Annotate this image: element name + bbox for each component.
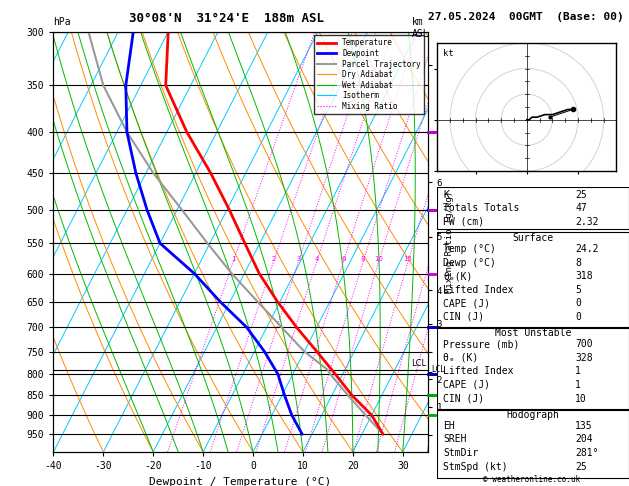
Text: PW (cm): PW (cm) — [443, 217, 484, 226]
Text: 0: 0 — [576, 312, 581, 322]
Text: 3: 3 — [296, 256, 301, 262]
Text: 318: 318 — [576, 271, 593, 281]
Text: Hodograph: Hodograph — [506, 410, 560, 420]
Text: km: km — [412, 17, 424, 27]
Text: Lifted Index: Lifted Index — [443, 285, 513, 295]
Text: CAPE (J): CAPE (J) — [443, 380, 490, 390]
Text: LCL: LCL — [411, 360, 426, 368]
Text: 6: 6 — [341, 256, 346, 262]
Text: 25: 25 — [576, 462, 587, 471]
Text: LCL: LCL — [431, 365, 445, 374]
Text: Dewp (°C): Dewp (°C) — [443, 258, 496, 268]
Text: Pressure (mb): Pressure (mb) — [443, 339, 520, 349]
Text: 328: 328 — [576, 353, 593, 363]
Text: K: K — [443, 190, 448, 199]
Text: 0: 0 — [576, 298, 581, 308]
Text: Most Unstable: Most Unstable — [495, 329, 571, 338]
Bar — [437, 187, 629, 229]
Text: 15: 15 — [404, 256, 413, 262]
Text: 27.05.2024  00GMT  (Base: 00): 27.05.2024 00GMT (Base: 00) — [428, 12, 623, 22]
Text: Totals Totals: Totals Totals — [443, 203, 520, 213]
Text: 135: 135 — [576, 421, 593, 431]
Text: ASL: ASL — [412, 29, 430, 39]
Text: 1: 1 — [576, 380, 581, 390]
Text: © weatheronline.co.uk: © weatheronline.co.uk — [483, 474, 580, 484]
Bar — [437, 409, 629, 478]
Text: 24.2: 24.2 — [576, 244, 599, 254]
X-axis label: Dewpoint / Temperature (°C): Dewpoint / Temperature (°C) — [150, 477, 331, 486]
Text: StmSpd (kt): StmSpd (kt) — [443, 462, 508, 471]
Text: 10: 10 — [374, 256, 383, 262]
Text: Temp (°C): Temp (°C) — [443, 244, 496, 254]
Text: EH: EH — [443, 421, 455, 431]
Text: 281°: 281° — [576, 448, 599, 458]
Text: 30°08'N  31°24'E  188m ASL: 30°08'N 31°24'E 188m ASL — [129, 12, 324, 25]
Text: 2.32: 2.32 — [576, 217, 599, 226]
Text: 8: 8 — [361, 256, 365, 262]
Text: 204: 204 — [576, 434, 593, 445]
Text: 25: 25 — [576, 190, 587, 199]
Text: 5: 5 — [576, 285, 581, 295]
Text: hPa: hPa — [53, 17, 71, 27]
Text: CIN (J): CIN (J) — [443, 312, 484, 322]
Text: 2: 2 — [271, 256, 276, 262]
Legend: Temperature, Dewpoint, Parcel Trajectory, Dry Adiabat, Wet Adiabat, Isotherm, Mi: Temperature, Dewpoint, Parcel Trajectory… — [314, 35, 424, 114]
Text: Surface: Surface — [513, 233, 554, 243]
Text: 47: 47 — [576, 203, 587, 213]
Text: 10: 10 — [576, 394, 587, 403]
Text: θₑ (K): θₑ (K) — [443, 353, 478, 363]
Y-axis label: Mixing Ratio (g/kg): Mixing Ratio (g/kg) — [445, 191, 454, 293]
Text: θₑ(K): θₑ(K) — [443, 271, 472, 281]
Text: Lifted Index: Lifted Index — [443, 366, 513, 376]
Text: SREH: SREH — [443, 434, 467, 445]
Bar — [437, 232, 629, 329]
Text: 8: 8 — [576, 258, 581, 268]
Text: CIN (J): CIN (J) — [443, 394, 484, 403]
Bar — [437, 327, 629, 410]
Text: 700: 700 — [576, 339, 593, 349]
Text: StmDir: StmDir — [443, 448, 478, 458]
Text: kt: kt — [443, 49, 454, 58]
Text: CAPE (J): CAPE (J) — [443, 298, 490, 308]
Text: 1: 1 — [576, 366, 581, 376]
Text: 4: 4 — [314, 256, 319, 262]
Text: 1: 1 — [231, 256, 235, 262]
